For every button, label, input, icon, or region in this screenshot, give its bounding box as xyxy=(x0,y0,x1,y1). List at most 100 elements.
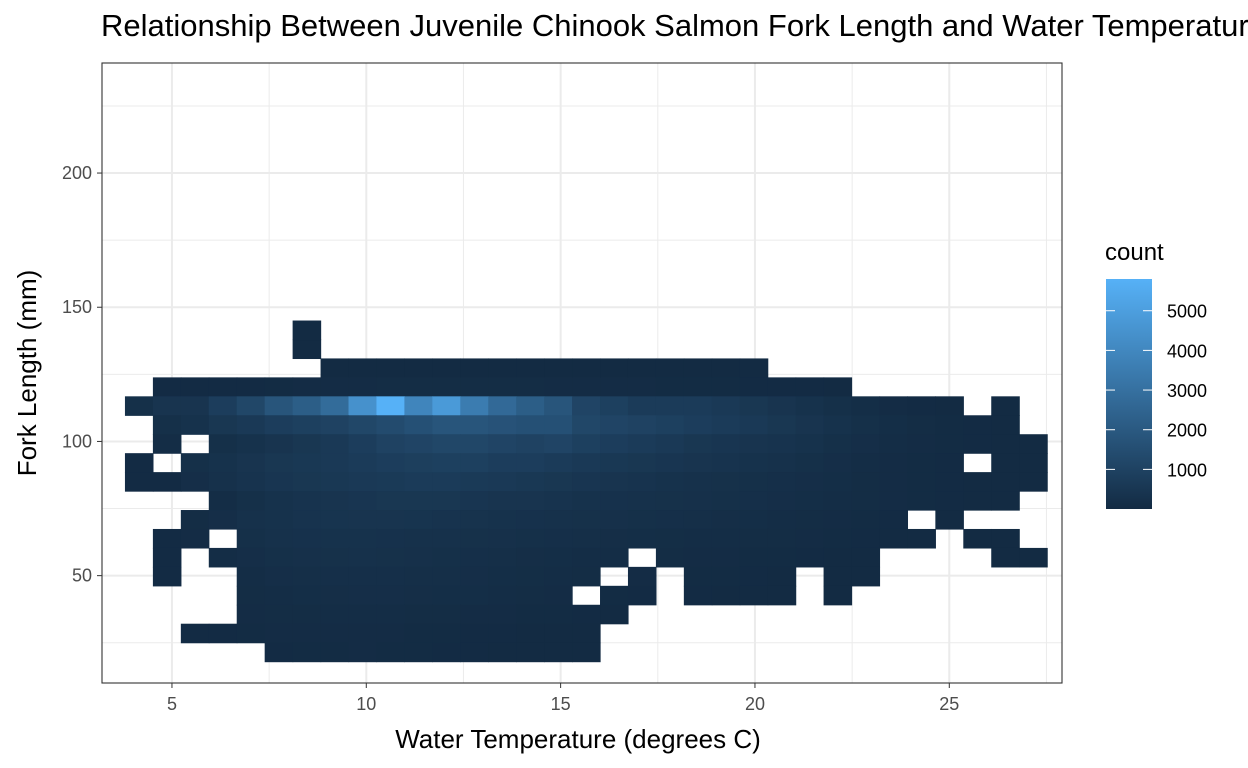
heatmap-cell xyxy=(544,510,573,530)
heatmap-cell xyxy=(544,358,573,378)
heatmap-cell xyxy=(348,396,378,416)
heatmap-cell xyxy=(627,434,657,454)
heatmap-cell xyxy=(376,642,405,663)
heatmap-cell xyxy=(627,396,657,416)
heatmap-cell xyxy=(348,547,378,568)
x-axis-title: Water Temperature (degrees C) xyxy=(395,724,761,754)
heatmap-cell xyxy=(348,528,378,549)
heatmap-cell xyxy=(348,415,378,435)
heatmap-cell xyxy=(544,434,573,454)
heatmap-cell xyxy=(627,453,657,473)
heatmap-cell xyxy=(236,566,266,587)
heatmap-cell xyxy=(460,547,489,568)
heatmap-cell xyxy=(851,510,881,530)
heatmap-cell xyxy=(963,528,992,549)
heatmap-cell xyxy=(683,510,713,530)
heatmap-cell xyxy=(236,415,266,435)
heatmap-cell xyxy=(432,415,461,435)
heatmap-cell xyxy=(488,604,517,625)
heatmap-cell xyxy=(236,510,266,530)
heatmap-cell xyxy=(488,528,517,549)
heatmap-cell xyxy=(152,547,182,568)
heatmap-cell xyxy=(991,434,1020,454)
heatmap-cell xyxy=(292,320,322,341)
heatmap-cell xyxy=(404,396,433,416)
heatmap-cell xyxy=(320,547,350,568)
heatmap-cell xyxy=(572,528,601,549)
heatmap-cell xyxy=(208,415,238,435)
heatmap-cell xyxy=(627,415,657,435)
heatmap-cell xyxy=(767,566,797,587)
heatmap-cell xyxy=(376,585,405,606)
heatmap-cell xyxy=(404,566,433,587)
panel-border xyxy=(101,62,1063,684)
heatmap-cell xyxy=(152,396,182,416)
heatmap-cell xyxy=(879,472,909,492)
heatmap-cell xyxy=(516,528,545,549)
x-axis: 5 10 15 20 25 xyxy=(167,683,959,714)
heatmap-cell xyxy=(404,491,433,511)
heatmap-cell xyxy=(404,528,433,549)
heatmap-cell xyxy=(683,585,713,606)
heatmap-cell xyxy=(739,491,769,511)
heatmap-cell xyxy=(516,566,545,587)
heatmap-cell xyxy=(348,434,378,454)
heatmap-cell xyxy=(600,547,629,568)
x-tick-label: 10 xyxy=(356,694,376,714)
heatmap-cell xyxy=(124,396,154,416)
heatmap-cell xyxy=(264,396,294,416)
heatmap-cell xyxy=(516,453,545,473)
heatmap-cell xyxy=(376,358,405,378)
heatmap-cell xyxy=(348,491,378,511)
heatmap-cell xyxy=(544,377,573,397)
heatmap-cell xyxy=(795,510,825,530)
heatmap-cell xyxy=(292,453,322,473)
heatmap-cell xyxy=(991,396,1020,416)
heatmap-cell xyxy=(879,434,909,454)
y-tick-label: 150 xyxy=(62,297,92,317)
heatmap-cell xyxy=(208,491,238,511)
heatmap-cell xyxy=(376,528,405,549)
heatmap-cell xyxy=(460,642,489,663)
heatmap-cell xyxy=(795,491,825,511)
heatmap-cell xyxy=(292,585,322,606)
heatmap-cell xyxy=(264,528,294,549)
heatmap-cell xyxy=(376,415,405,435)
heatmap-cell xyxy=(572,491,601,511)
heatmap-cell xyxy=(572,472,601,492)
heatmap-cell xyxy=(544,623,573,644)
heatmap-cell xyxy=(180,528,210,549)
heatmap-cell xyxy=(823,472,853,492)
heatmap-cell xyxy=(711,510,741,530)
heatmap-cell xyxy=(348,566,378,587)
heatmap-cell xyxy=(376,491,405,511)
heatmap-cell xyxy=(572,604,601,625)
heatmap-cell xyxy=(180,396,210,416)
heatmap-cell xyxy=(516,434,545,454)
heatmap-cell xyxy=(963,415,992,435)
heatmap-cell xyxy=(544,396,573,416)
heatmap-cell xyxy=(851,566,881,587)
heatmap-cell xyxy=(739,358,769,378)
legend: count 1000 2000 3000 4000 5000 xyxy=(1105,239,1207,509)
heatmap-cell xyxy=(320,377,350,397)
heatmap-cell xyxy=(572,415,601,435)
heatmap-cell xyxy=(488,358,517,378)
heatmap-cell xyxy=(208,453,238,473)
heatmap-cell xyxy=(879,396,909,416)
heatmap-cell xyxy=(572,566,601,587)
heatmap-cell xyxy=(460,623,489,644)
heatmap-cell xyxy=(376,453,405,473)
heatmap-cell xyxy=(851,396,881,416)
heatmap-cell xyxy=(460,472,489,492)
heatmap-cell xyxy=(935,415,964,435)
heatmap-cell xyxy=(544,547,573,568)
heatmap-cell xyxy=(376,547,405,568)
heatmap-cell xyxy=(963,491,992,511)
heatmap-cell xyxy=(600,604,629,625)
heatmap-cell xyxy=(935,453,964,473)
heatmap-cell xyxy=(823,377,853,397)
heatmap-cell xyxy=(432,604,461,625)
heatmap-cell xyxy=(488,510,517,530)
heatmap-cell xyxy=(767,472,797,492)
